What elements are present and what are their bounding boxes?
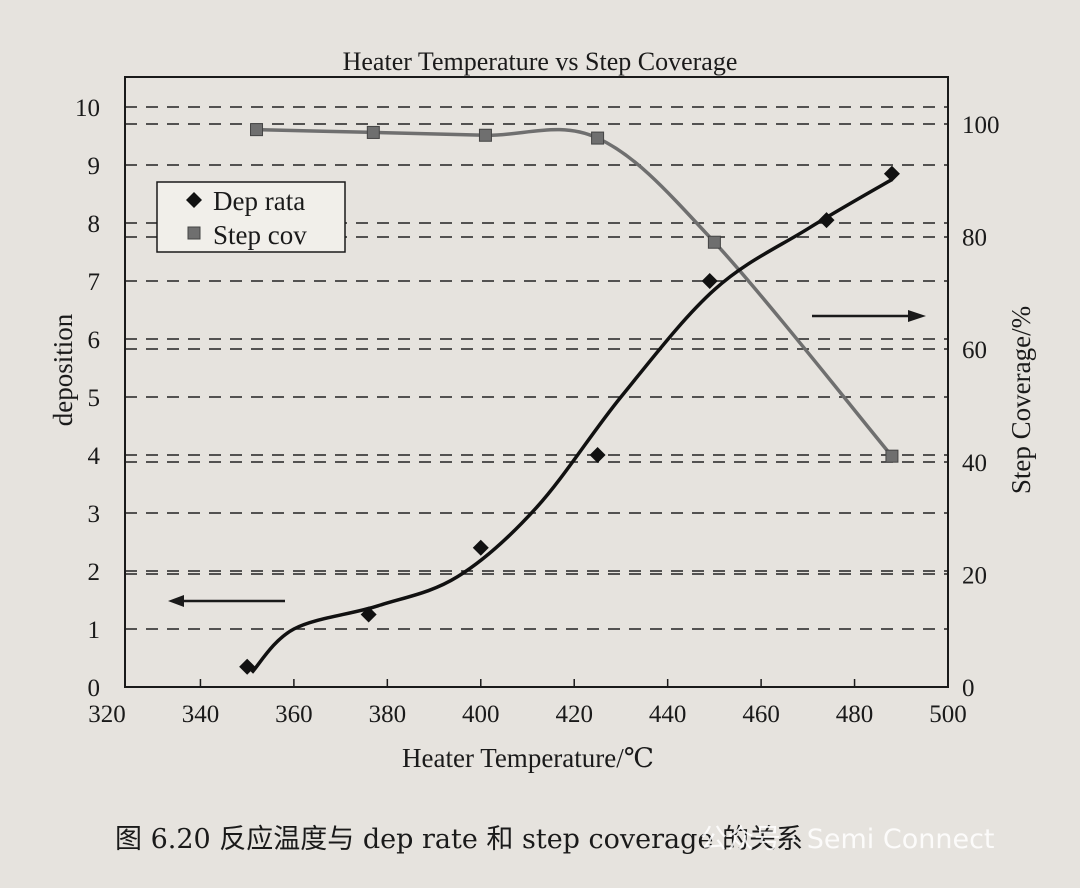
y-tick-label: 3 bbox=[88, 501, 101, 528]
y2-tick-label: 60 bbox=[962, 337, 987, 364]
x-tick-label: 380 bbox=[369, 701, 407, 728]
x-tick-label: 360 bbox=[275, 701, 313, 728]
left-y-axis: 0 1 2 3 4 5 6 7 8 9 10 bbox=[75, 95, 101, 702]
y2-tick-label: 100 bbox=[962, 112, 1000, 139]
legend-marker-step bbox=[187, 226, 201, 240]
y2-tick-label: 20 bbox=[962, 562, 987, 589]
left-arrow-annotation bbox=[168, 595, 285, 607]
dep-rata-point bbox=[360, 606, 377, 623]
dep-rata-point bbox=[701, 273, 718, 289]
y-axis-label: deposition bbox=[48, 313, 78, 426]
step-cov-point bbox=[478, 128, 492, 142]
x-axis: 320 340 360 380 400 420 440 460 480 500 bbox=[88, 679, 967, 728]
step-cov-line bbox=[256, 127, 894, 458]
y-tick-label: 9 bbox=[88, 153, 101, 180]
chart-title: Heater Temperature vs Step Coverage bbox=[343, 47, 738, 76]
y2-axis-label: Step Coverage/% bbox=[1006, 306, 1036, 494]
y2-tick-label: 0 bbox=[962, 675, 975, 702]
step-cov-point bbox=[250, 123, 264, 137]
y2-tick-label: 80 bbox=[962, 225, 987, 252]
step-cov-point bbox=[707, 235, 721, 249]
x-tick-label: 400 bbox=[462, 701, 500, 728]
y-tick-label: 1 bbox=[88, 617, 101, 644]
series-layer bbox=[239, 123, 900, 675]
step-cov-point bbox=[885, 449, 899, 463]
x-tick-label: 420 bbox=[555, 701, 593, 728]
y-tick-label: 4 bbox=[88, 443, 101, 470]
dep-rata-point bbox=[589, 447, 606, 463]
x-tick-label: 440 bbox=[649, 701, 687, 728]
dep-rata-point bbox=[818, 212, 835, 229]
x-axis-label: Heater Temperature/℃ bbox=[402, 743, 654, 773]
x-tick-label: 460 bbox=[742, 701, 780, 728]
dep-rata-line bbox=[250, 177, 893, 674]
y-tick-label: 10 bbox=[75, 95, 100, 122]
right-y-axis: 0 20 40 60 80 100 bbox=[962, 112, 1000, 702]
step-cov-point bbox=[591, 131, 605, 145]
right-arrow-annotation bbox=[812, 310, 926, 322]
y-tick-label: 5 bbox=[88, 385, 101, 412]
legend-label-step: Step cov bbox=[213, 220, 307, 250]
y2-tick-label: 40 bbox=[962, 450, 987, 477]
x-tick-label: 340 bbox=[182, 701, 220, 728]
y-tick-label: 0 bbox=[88, 675, 101, 702]
figure-caption: 图 6.20 反应温度与 dep rate 和 step coverage 的关… bbox=[115, 824, 803, 855]
y-tick-label: 8 bbox=[88, 211, 101, 238]
plot-frame bbox=[124, 76, 949, 688]
legend: Dep rata Step cov bbox=[156, 181, 346, 253]
y-tick-label: 2 bbox=[88, 559, 101, 586]
x-tick-label: 480 bbox=[836, 701, 874, 728]
x-tick-label: 320 bbox=[88, 701, 126, 728]
x-tick-label: 500 bbox=[929, 701, 967, 728]
dep-rata-point bbox=[472, 539, 489, 556]
y-tick-label: 6 bbox=[88, 327, 101, 354]
step-cov-point bbox=[366, 125, 380, 139]
y-tick-label: 7 bbox=[88, 269, 101, 296]
legend-label-dep: Dep rata bbox=[213, 186, 305, 216]
dep-rata-point bbox=[239, 658, 256, 675]
watermark: 公众号 · Semi Connect bbox=[700, 824, 995, 855]
dep-rata-point bbox=[883, 165, 900, 182]
legend-marker-dep bbox=[186, 192, 202, 208]
legend-box bbox=[156, 181, 346, 253]
